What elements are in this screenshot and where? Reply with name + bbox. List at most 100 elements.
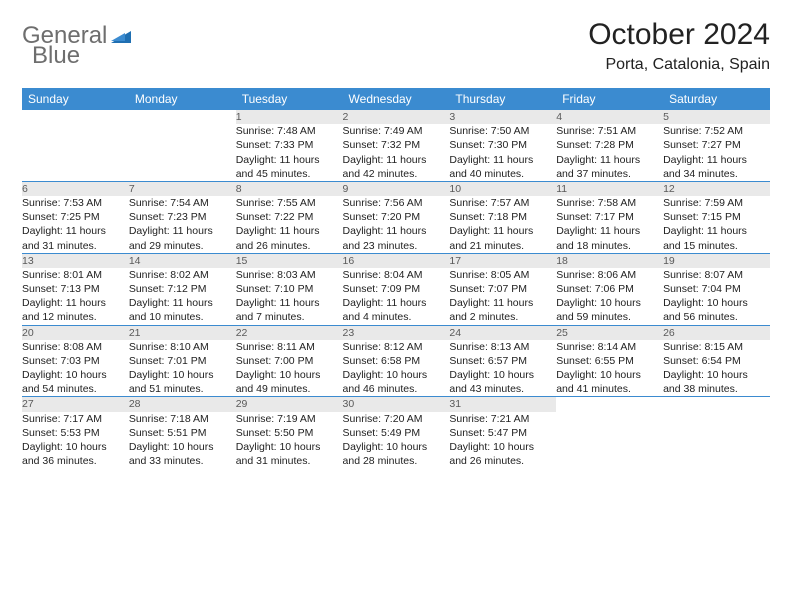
day-line-sr: Sunrise: 7:19 AM — [236, 412, 343, 426]
day-line-d2: and 7 minutes. — [236, 310, 343, 324]
day-line-sr: Sunrise: 7:53 AM — [22, 196, 129, 210]
day-line-d1: Daylight: 10 hours — [663, 296, 770, 310]
day-line-ss: Sunset: 7:00 PM — [236, 354, 343, 368]
day-line-ss: Sunset: 7:23 PM — [129, 210, 236, 224]
day-content-cell: Sunrise: 7:55 AMSunset: 7:22 PMDaylight:… — [236, 196, 343, 253]
day-line-d2: and 31 minutes. — [236, 454, 343, 468]
day-content-cell: Sunrise: 7:59 AMSunset: 7:15 PMDaylight:… — [663, 196, 770, 253]
brand-text-b: Blue — [32, 42, 80, 69]
day-number-cell: 23 — [343, 325, 450, 340]
day-line-d1: Daylight: 11 hours — [343, 224, 450, 238]
day-line-ss: Sunset: 7:10 PM — [236, 282, 343, 296]
day-line-sr: Sunrise: 7:55 AM — [236, 196, 343, 210]
day-content-cell: Sunrise: 7:19 AMSunset: 5:50 PMDaylight:… — [236, 412, 343, 469]
day-line-sr: Sunrise: 8:01 AM — [22, 268, 129, 282]
day-line-d1: Daylight: 10 hours — [449, 440, 556, 454]
day-number-cell: 28 — [129, 397, 236, 412]
day-line-sr: Sunrise: 7:57 AM — [449, 196, 556, 210]
day-header: Tuesday — [236, 88, 343, 110]
calendar-table: SundayMondayTuesdayWednesdayThursdayFrid… — [22, 88, 770, 468]
day-number-cell: 14 — [129, 253, 236, 268]
day-line-sr: Sunrise: 8:12 AM — [343, 340, 450, 354]
day-line-ss: Sunset: 7:03 PM — [22, 354, 129, 368]
day-line-d1: Daylight: 11 hours — [343, 296, 450, 310]
day-line-d2: and 42 minutes. — [343, 167, 450, 181]
title-block: October 2024 Porta, Catalonia, Spain — [588, 18, 770, 74]
day-number-cell — [663, 397, 770, 412]
day-number-cell: 16 — [343, 253, 450, 268]
day-content-cell: Sunrise: 8:04 AMSunset: 7:09 PMDaylight:… — [343, 268, 450, 325]
day-line-sr: Sunrise: 8:08 AM — [22, 340, 129, 354]
day-line-d2: and 2 minutes. — [449, 310, 556, 324]
day-line-d1: Daylight: 11 hours — [22, 296, 129, 310]
day-content-cell: Sunrise: 8:12 AMSunset: 6:58 PMDaylight:… — [343, 340, 450, 397]
day-header: Saturday — [663, 88, 770, 110]
day-line-ss: Sunset: 5:51 PM — [129, 426, 236, 440]
week-content-row: Sunrise: 8:01 AMSunset: 7:13 PMDaylight:… — [22, 268, 770, 325]
day-content-cell — [22, 124, 129, 181]
week-content-row: Sunrise: 7:53 AMSunset: 7:25 PMDaylight:… — [22, 196, 770, 253]
day-number-cell: 25 — [556, 325, 663, 340]
day-content-cell: Sunrise: 8:11 AMSunset: 7:00 PMDaylight:… — [236, 340, 343, 397]
day-content-cell: Sunrise: 8:05 AMSunset: 7:07 PMDaylight:… — [449, 268, 556, 325]
week-content-row: Sunrise: 8:08 AMSunset: 7:03 PMDaylight:… — [22, 340, 770, 397]
day-line-ss: Sunset: 7:33 PM — [236, 138, 343, 152]
day-line-ss: Sunset: 7:18 PM — [449, 210, 556, 224]
day-line-sr: Sunrise: 8:03 AM — [236, 268, 343, 282]
week-daynum-row: 12345 — [22, 110, 770, 124]
day-line-d2: and 37 minutes. — [556, 167, 663, 181]
day-line-d2: and 10 minutes. — [129, 310, 236, 324]
day-number-cell: 1 — [236, 110, 343, 124]
week-content-row: Sunrise: 7:48 AMSunset: 7:33 PMDaylight:… — [22, 124, 770, 181]
day-line-d2: and 15 minutes. — [663, 239, 770, 253]
day-line-d2: and 29 minutes. — [129, 239, 236, 253]
day-number-cell — [556, 397, 663, 412]
day-number-cell: 21 — [129, 325, 236, 340]
day-line-ss: Sunset: 7:32 PM — [343, 138, 450, 152]
day-line-sr: Sunrise: 7:59 AM — [663, 196, 770, 210]
day-number-cell: 19 — [663, 253, 770, 268]
day-header: Sunday — [22, 88, 129, 110]
day-line-d1: Daylight: 10 hours — [449, 368, 556, 382]
day-line-ss: Sunset: 7:27 PM — [663, 138, 770, 152]
day-line-ss: Sunset: 5:47 PM — [449, 426, 556, 440]
day-line-ss: Sunset: 7:28 PM — [556, 138, 663, 152]
day-content-cell: Sunrise: 8:14 AMSunset: 6:55 PMDaylight:… — [556, 340, 663, 397]
week-daynum-row: 6789101112 — [22, 181, 770, 196]
week-daynum-row: 2728293031 — [22, 397, 770, 412]
day-line-d1: Daylight: 10 hours — [22, 368, 129, 382]
day-number-cell: 12 — [663, 181, 770, 196]
day-content-cell: Sunrise: 8:08 AMSunset: 7:03 PMDaylight:… — [22, 340, 129, 397]
day-line-ss: Sunset: 7:22 PM — [236, 210, 343, 224]
day-line-sr: Sunrise: 7:51 AM — [556, 124, 663, 138]
day-line-sr: Sunrise: 7:18 AM — [129, 412, 236, 426]
day-line-sr: Sunrise: 7:49 AM — [343, 124, 450, 138]
day-line-d1: Daylight: 11 hours — [22, 224, 129, 238]
day-number-cell: 2 — [343, 110, 450, 124]
day-line-d1: Daylight: 10 hours — [236, 440, 343, 454]
day-line-ss: Sunset: 7:17 PM — [556, 210, 663, 224]
day-line-d1: Daylight: 10 hours — [343, 368, 450, 382]
day-line-ss: Sunset: 7:01 PM — [129, 354, 236, 368]
day-line-d2: and 51 minutes. — [129, 382, 236, 396]
day-line-d1: Daylight: 11 hours — [556, 224, 663, 238]
day-line-sr: Sunrise: 8:05 AM — [449, 268, 556, 282]
day-line-sr: Sunrise: 8:07 AM — [663, 268, 770, 282]
day-number-cell: 3 — [449, 110, 556, 124]
day-line-sr: Sunrise: 8:04 AM — [343, 268, 450, 282]
day-line-ss: Sunset: 6:54 PM — [663, 354, 770, 368]
day-line-d2: and 28 minutes. — [343, 454, 450, 468]
day-content-cell: Sunrise: 7:57 AMSunset: 7:18 PMDaylight:… — [449, 196, 556, 253]
day-number-cell: 5 — [663, 110, 770, 124]
day-number-cell: 17 — [449, 253, 556, 268]
day-line-sr: Sunrise: 7:50 AM — [449, 124, 556, 138]
day-line-d1: Daylight: 11 hours — [449, 153, 556, 167]
day-number-cell — [22, 110, 129, 124]
day-content-cell: Sunrise: 8:06 AMSunset: 7:06 PMDaylight:… — [556, 268, 663, 325]
day-line-d2: and 40 minutes. — [449, 167, 556, 181]
day-line-d2: and 12 minutes. — [22, 310, 129, 324]
day-line-d1: Daylight: 10 hours — [22, 440, 129, 454]
day-line-d1: Daylight: 11 hours — [556, 153, 663, 167]
day-line-d1: Daylight: 10 hours — [129, 368, 236, 382]
day-line-sr: Sunrise: 7:54 AM — [129, 196, 236, 210]
